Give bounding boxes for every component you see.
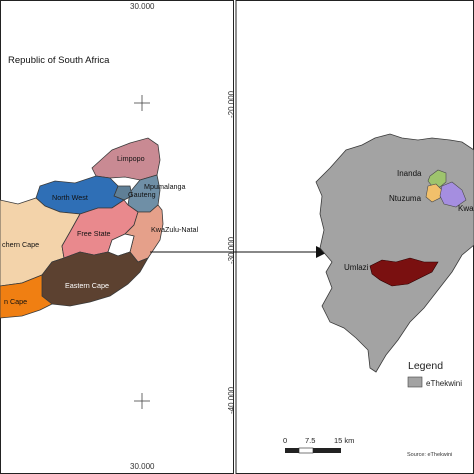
legend-swatch-ethekwini bbox=[407, 376, 423, 388]
label-umlazi: Umlazi bbox=[344, 263, 369, 272]
scale-bar: 0 7.5 15 km bbox=[283, 436, 354, 454]
scale-label-mid: 7.5 bbox=[305, 436, 315, 445]
source-note: Source: eThekwini bbox=[407, 452, 452, 458]
scale-label-0: 0 bbox=[283, 436, 287, 445]
label-kwazulu-natal: KwaZulu-Natal bbox=[151, 225, 199, 234]
label-mpumalanga: Mpumalanga bbox=[144, 182, 186, 191]
label-eastern-cape: Eastern Cape bbox=[65, 281, 109, 290]
south-africa-map bbox=[0, 137, 164, 319]
area-umlazi bbox=[369, 257, 439, 287]
label-kwa: Kwa bbox=[458, 204, 474, 213]
label-western-cape: n Cape bbox=[4, 297, 27, 306]
area-inanda bbox=[427, 169, 447, 188]
map-title: Republic of South Africa bbox=[8, 55, 110, 66]
area-kwamashu bbox=[439, 181, 467, 208]
label-ntuzuma: Ntuzuma bbox=[389, 194, 422, 203]
grid-cross-bottom bbox=[134, 393, 150, 409]
label-limpopo: Limpopo bbox=[117, 154, 145, 163]
province-eastern-cape bbox=[41, 251, 149, 307]
locator-arrow bbox=[150, 246, 328, 258]
grid-cross-top bbox=[134, 95, 150, 111]
label-north-west: North West bbox=[52, 193, 88, 202]
region-ethekwini bbox=[315, 133, 474, 373]
scale-label-end: 15 km bbox=[334, 436, 354, 445]
legend-label-ethekwini: eThekwini bbox=[426, 379, 462, 388]
area-ntuzuma bbox=[425, 183, 443, 203]
label-gauteng: Gauteng bbox=[128, 190, 156, 199]
bottom-longitude-label: 30.000 bbox=[130, 462, 155, 471]
legend-title: Legend bbox=[408, 360, 443, 372]
latitude-label-20: -20.000 bbox=[227, 90, 236, 118]
province-western-cape bbox=[0, 274, 53, 319]
label-free-state: Free State bbox=[77, 229, 111, 238]
top-longitude-label: 30.000 bbox=[130, 2, 155, 11]
label-inanda: Inanda bbox=[397, 169, 422, 178]
latitude-label-30: -30.000 bbox=[227, 236, 236, 264]
label-northern-cape: chern Cape bbox=[2, 240, 39, 249]
latitude-label-40: -40.000 bbox=[227, 386, 236, 414]
